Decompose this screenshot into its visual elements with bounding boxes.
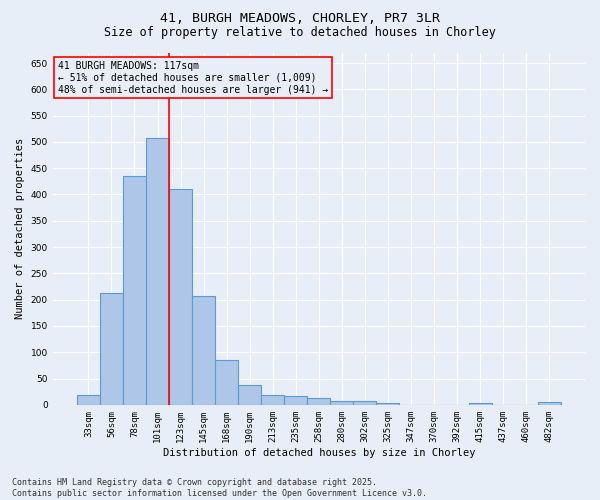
Bar	[376, 402, 400, 405]
Bar	[538, 402, 561, 405]
Bar	[284, 396, 307, 405]
Bar	[469, 404, 491, 405]
Bar	[215, 360, 238, 405]
Text: 41 BURGH MEADOWS: 117sqm
← 51% of detached houses are smaller (1,009)
48% of sem: 41 BURGH MEADOWS: 117sqm ← 51% of detach…	[58, 62, 328, 94]
Bar	[192, 296, 215, 405]
Text: Size of property relative to detached houses in Chorley: Size of property relative to detached ho…	[104, 26, 496, 39]
Text: Contains HM Land Registry data © Crown copyright and database right 2025.
Contai: Contains HM Land Registry data © Crown c…	[12, 478, 427, 498]
Bar	[331, 401, 353, 405]
Bar	[261, 396, 284, 405]
Bar	[100, 293, 123, 405]
Bar	[307, 398, 331, 405]
Bar	[238, 385, 261, 405]
Text: 41, BURGH MEADOWS, CHORLEY, PR7 3LR: 41, BURGH MEADOWS, CHORLEY, PR7 3LR	[160, 12, 440, 26]
X-axis label: Distribution of detached houses by size in Chorley: Distribution of detached houses by size …	[163, 448, 475, 458]
Bar	[77, 396, 100, 405]
Bar	[146, 138, 169, 405]
Bar	[123, 176, 146, 405]
Y-axis label: Number of detached properties: Number of detached properties	[15, 138, 25, 320]
Bar	[169, 189, 192, 405]
Bar	[353, 401, 376, 405]
